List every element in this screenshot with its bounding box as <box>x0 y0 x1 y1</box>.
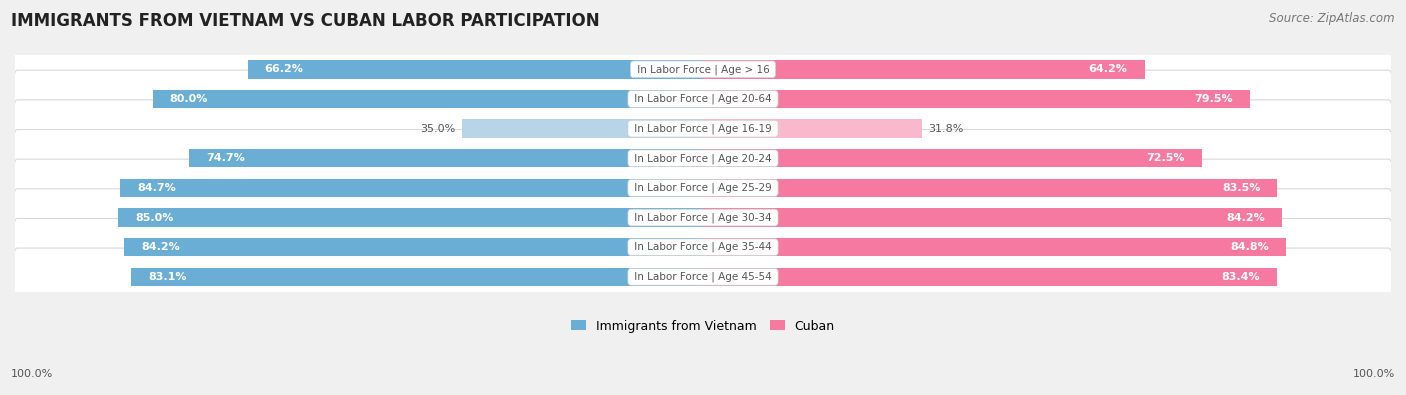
Bar <box>703 119 922 138</box>
Text: 66.2%: 66.2% <box>264 64 304 74</box>
Bar <box>121 179 703 197</box>
Text: 35.0%: 35.0% <box>420 124 456 134</box>
Bar <box>463 119 703 138</box>
Text: In Labor Force | Age 35-44: In Labor Force | Age 35-44 <box>631 242 775 252</box>
Text: In Labor Force | Age 25-29: In Labor Force | Age 25-29 <box>631 182 775 193</box>
Text: 31.8%: 31.8% <box>929 124 965 134</box>
Text: IMMIGRANTS FROM VIETNAM VS CUBAN LABOR PARTICIPATION: IMMIGRANTS FROM VIETNAM VS CUBAN LABOR P… <box>11 12 600 30</box>
Text: Source: ZipAtlas.com: Source: ZipAtlas.com <box>1270 12 1395 25</box>
Text: 84.8%: 84.8% <box>1230 242 1270 252</box>
Bar <box>118 209 703 227</box>
Bar <box>131 268 703 286</box>
FancyBboxPatch shape <box>14 130 1392 187</box>
Bar <box>703 60 1144 79</box>
Bar <box>703 209 1282 227</box>
Text: 64.2%: 64.2% <box>1088 64 1128 74</box>
Text: 85.0%: 85.0% <box>135 213 174 222</box>
FancyBboxPatch shape <box>14 100 1392 157</box>
Text: 79.5%: 79.5% <box>1194 94 1233 104</box>
Bar <box>703 90 1250 108</box>
Text: In Labor Force | Age 30-34: In Labor Force | Age 30-34 <box>631 213 775 223</box>
FancyBboxPatch shape <box>14 159 1392 217</box>
Bar <box>153 90 703 108</box>
Bar <box>703 238 1286 256</box>
Text: 83.1%: 83.1% <box>149 272 187 282</box>
Text: 84.2%: 84.2% <box>141 242 180 252</box>
Text: 80.0%: 80.0% <box>170 94 208 104</box>
Text: 100.0%: 100.0% <box>1353 369 1395 379</box>
FancyBboxPatch shape <box>14 218 1392 276</box>
Text: 83.4%: 83.4% <box>1220 272 1260 282</box>
Legend: Immigrants from Vietnam, Cuban: Immigrants from Vietnam, Cuban <box>567 315 839 338</box>
Text: 100.0%: 100.0% <box>11 369 53 379</box>
Text: 84.7%: 84.7% <box>138 183 176 193</box>
Text: In Labor Force | Age 45-54: In Labor Force | Age 45-54 <box>631 272 775 282</box>
Text: In Labor Force | Age 20-24: In Labor Force | Age 20-24 <box>631 153 775 164</box>
Text: In Labor Force | Age > 16: In Labor Force | Age > 16 <box>634 64 772 75</box>
Text: 83.5%: 83.5% <box>1222 183 1260 193</box>
FancyBboxPatch shape <box>14 189 1392 246</box>
Bar <box>247 60 703 79</box>
Text: In Labor Force | Age 16-19: In Labor Force | Age 16-19 <box>631 123 775 134</box>
Bar <box>703 179 1278 197</box>
Bar <box>703 149 1202 167</box>
Text: 74.7%: 74.7% <box>207 153 245 163</box>
Text: 84.2%: 84.2% <box>1226 213 1265 222</box>
Text: 72.5%: 72.5% <box>1146 153 1185 163</box>
FancyBboxPatch shape <box>14 41 1392 98</box>
FancyBboxPatch shape <box>14 70 1392 128</box>
Bar <box>703 268 1277 286</box>
Bar <box>124 238 703 256</box>
Text: In Labor Force | Age 20-64: In Labor Force | Age 20-64 <box>631 94 775 104</box>
FancyBboxPatch shape <box>14 248 1392 306</box>
Bar <box>188 149 703 167</box>
